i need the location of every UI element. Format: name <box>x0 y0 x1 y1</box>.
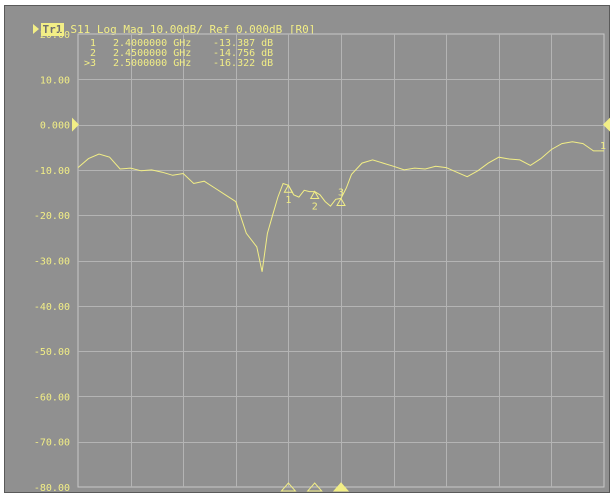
trace-end-label: 1 <box>600 141 606 152</box>
active-trace-arrow-icon <box>32 24 39 34</box>
marker-position-indicator-icon <box>332 482 350 492</box>
trace-s11 <box>77 141 604 272</box>
marker-readout-freq: 2.5000000 GHz <box>113 58 191 69</box>
marker-readout-freq: 2.4000000 GHz <box>113 38 191 49</box>
marker-number-label: 3 <box>338 188 344 199</box>
marker-triangle-icon <box>309 190 320 199</box>
ref-level-left-icon <box>72 117 79 132</box>
marker-position-indicator-icon <box>306 482 323 492</box>
y-tick-label: -40.00 <box>34 302 70 313</box>
y-tick-label: -20.00 <box>34 211 70 222</box>
marker-position-indicator-icon <box>280 482 297 492</box>
trace-header-text: S11 Log Mag 10.00dB/ Ref 0.000dB [R0] <box>70 23 316 36</box>
plot-frame <box>4 5 610 493</box>
marker-readout-id: >3 <box>84 58 96 69</box>
y-tick-label: 20.00 <box>40 30 70 41</box>
y-tick-label: -10.00 <box>34 166 70 177</box>
y-tick-label: -70.00 <box>34 438 70 449</box>
y-tick-label: 10.00 <box>40 75 70 86</box>
marker-readout-value: -16.322 dB <box>213 58 273 69</box>
marker-readout-value: -14.756 dB <box>213 48 273 59</box>
marker-number-label: 1 <box>285 195 291 206</box>
marker-readout-freq: 2.4500000 GHz <box>113 48 191 59</box>
marker-readout-id: 2 <box>84 48 96 59</box>
trace-header[interactable]: Tr1 S11 Log Mag 10.00dB/ Ref 0.000dB [R0] <box>6 7 315 36</box>
trace-badge[interactable]: Tr1 <box>40 23 65 36</box>
y-tick-label: -30.00 <box>34 257 70 268</box>
marker-readout-value: -13.387 dB <box>213 38 273 49</box>
y-tick-label: 0.000 <box>40 121 70 132</box>
marker-triangle-icon <box>336 197 346 207</box>
ref-level-right-icon <box>603 117 610 132</box>
marker-number-label: 2 <box>312 201 318 212</box>
y-tick-label: -60.00 <box>34 392 70 403</box>
marker-triangle-icon <box>283 184 294 193</box>
y-tick-label: -50.00 <box>34 347 70 358</box>
marker-readout-id: 1 <box>84 38 96 49</box>
y-tick-label: -80.00 <box>34 483 70 494</box>
